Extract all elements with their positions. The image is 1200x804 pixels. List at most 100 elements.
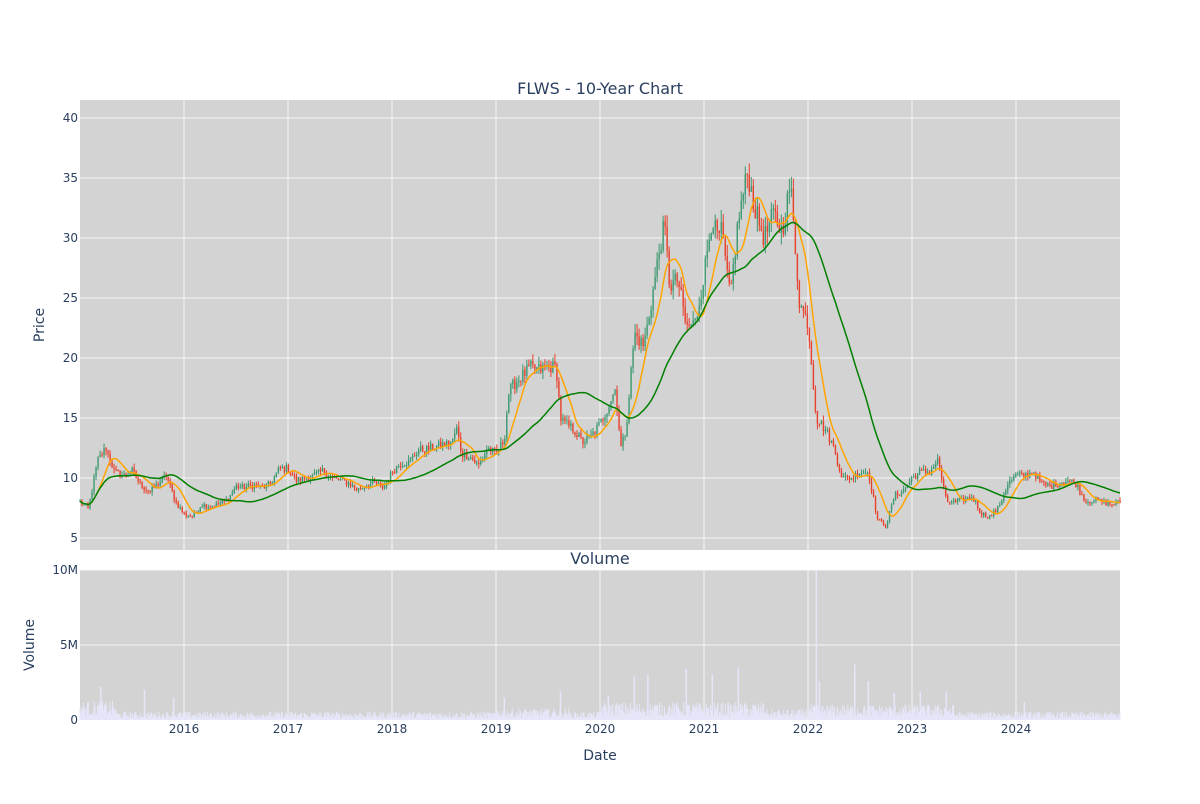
candle-body[interactable] (399, 466, 402, 468)
candle-body[interactable] (472, 457, 474, 460)
candle-body[interactable] (590, 434, 592, 436)
candle-body[interactable] (347, 482, 350, 485)
candle-body[interactable] (560, 397, 562, 421)
candle-body[interactable] (185, 513, 187, 516)
candle-body[interactable] (977, 501, 979, 509)
candle-body[interactable] (570, 423, 572, 427)
candle-body[interactable] (239, 487, 242, 489)
candle-body[interactable] (748, 174, 750, 192)
moving-average-long-line[interactable] (79, 221, 1121, 506)
candle-body[interactable] (109, 453, 111, 462)
candle-body[interactable] (997, 506, 999, 513)
candle-body[interactable] (868, 472, 871, 482)
candle-body[interactable] (852, 478, 855, 480)
candle-body[interactable] (680, 287, 682, 290)
candle-body[interactable] (1049, 484, 1051, 486)
candle-body[interactable] (908, 481, 911, 485)
candle-body[interactable] (692, 320, 694, 325)
candle-body[interactable] (423, 451, 426, 454)
candle-body[interactable] (496, 449, 498, 452)
candle-body[interactable] (353, 484, 356, 488)
candle-body[interactable] (724, 238, 726, 256)
candle-body[interactable] (1001, 500, 1003, 505)
candle-body[interactable] (425, 445, 428, 454)
candle-body[interactable] (237, 485, 240, 489)
candle-body[interactable] (932, 467, 935, 469)
candle-body[interactable] (381, 483, 384, 489)
candle-body[interactable] (349, 482, 352, 487)
candle-body[interactable] (832, 440, 835, 446)
candle-body[interactable] (987, 516, 989, 519)
candle-body[interactable] (437, 441, 440, 446)
candle-body[interactable] (814, 389, 817, 412)
candle-body[interactable] (281, 466, 284, 468)
candle-body[interactable] (171, 484, 173, 491)
candle-body[interactable] (1031, 472, 1033, 475)
candle-body[interactable] (774, 208, 777, 212)
candle-body[interactable] (1039, 474, 1041, 481)
candle-body[interactable] (578, 433, 580, 437)
candle-body[interactable] (704, 258, 706, 286)
candle-body[interactable] (431, 443, 434, 451)
candle-body[interactable] (1013, 476, 1015, 481)
candle-body[interactable] (778, 224, 781, 233)
candle-body[interactable] (478, 462, 480, 465)
candle-body[interactable] (339, 479, 342, 481)
candle-body[interactable] (1113, 504, 1115, 506)
candle-body[interactable] (608, 407, 610, 414)
candle-body[interactable] (119, 470, 121, 478)
candle-body[interactable] (776, 211, 779, 225)
candle-body[interactable] (1045, 482, 1047, 486)
candle-body[interactable] (415, 454, 418, 457)
candle-body[interactable] (1003, 494, 1005, 501)
candle-body[interactable] (756, 206, 759, 219)
candle-body[interactable] (291, 473, 294, 476)
candle-body[interactable] (758, 206, 761, 226)
candle-body[interactable] (97, 456, 99, 468)
candle-body[interactable] (995, 510, 997, 513)
candle-body[interactable] (83, 504, 85, 506)
candle-body[interactable] (574, 432, 576, 436)
candle-body[interactable] (604, 416, 606, 421)
candle-body[interactable] (534, 364, 536, 370)
candle-body[interactable] (377, 482, 380, 484)
candle-body[interactable] (1105, 500, 1107, 506)
candle-body[interactable] (510, 384, 512, 395)
candle-body[interactable] (900, 492, 903, 496)
candle-body[interactable] (672, 280, 674, 291)
candle-body[interactable] (592, 432, 594, 435)
candle-body[interactable] (958, 498, 961, 500)
candle-body[interactable] (596, 424, 598, 435)
candle-body[interactable] (355, 487, 358, 491)
candle-body[interactable] (1043, 481, 1045, 483)
candle-body[interactable] (183, 511, 185, 514)
candle-body[interactable] (878, 519, 881, 521)
candle-body[interactable] (139, 480, 141, 482)
candle-body[interactable] (828, 429, 831, 443)
candle-body[interactable] (439, 441, 442, 448)
candle-body[interactable] (458, 426, 460, 438)
candle-body[interactable] (421, 446, 424, 452)
candle-body[interactable] (686, 321, 688, 325)
candle-body[interactable] (934, 463, 937, 468)
candle-body[interactable] (85, 504, 87, 506)
candle-body[interactable] (810, 341, 813, 365)
candle-body[interactable] (189, 515, 191, 517)
candle-body[interactable] (536, 366, 538, 370)
candle-body[interactable] (989, 515, 991, 519)
candle-body[interactable] (954, 500, 957, 502)
candle-body[interactable] (287, 465, 290, 473)
candle-body[interactable] (506, 413, 508, 439)
candle-body[interactable] (564, 417, 566, 421)
candle-body[interactable] (117, 469, 119, 471)
candle-body[interactable] (319, 469, 322, 472)
candle-body[interactable] (668, 250, 670, 285)
candle-body[interactable] (217, 503, 219, 505)
candle-body[interactable] (752, 186, 754, 210)
candle-body[interactable] (269, 481, 272, 484)
candle-body[interactable] (285, 465, 288, 472)
candle-body[interactable] (1085, 501, 1087, 503)
candle-body[interactable] (233, 489, 235, 493)
candle-body[interactable] (267, 481, 270, 484)
candle-body[interactable] (197, 511, 199, 513)
